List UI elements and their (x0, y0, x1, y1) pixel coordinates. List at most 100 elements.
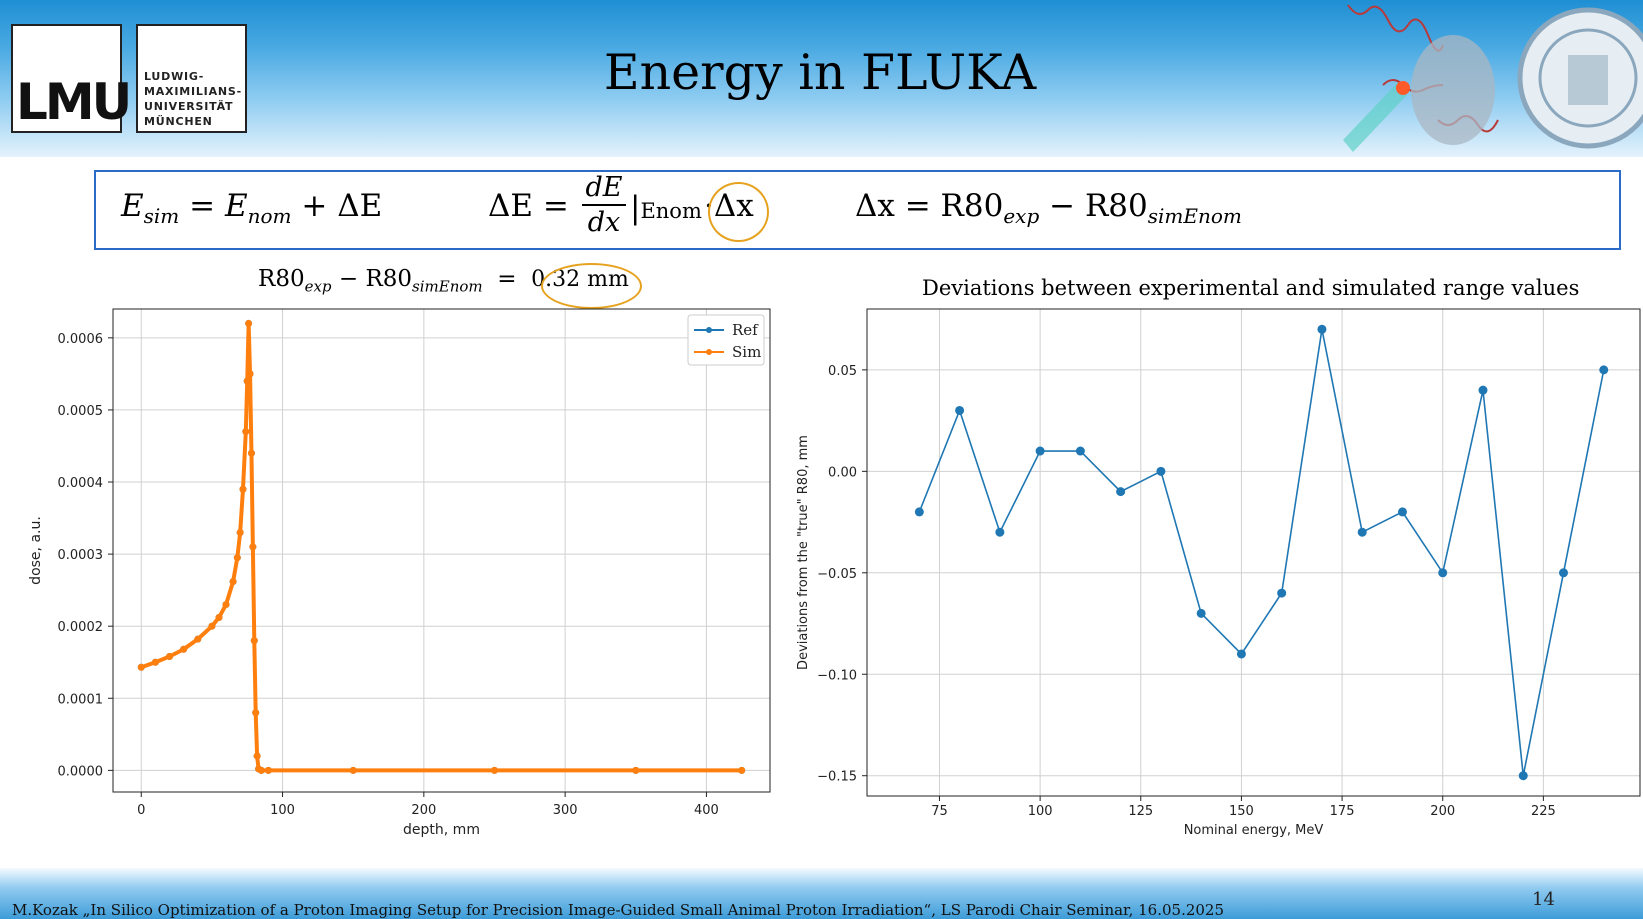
data-point (914, 507, 924, 517)
legend-label: Ref (732, 321, 759, 339)
y-tick-label: 0.00 (828, 465, 857, 480)
data-point (1236, 649, 1246, 659)
data-point (246, 370, 254, 378)
y-tick-label: 0.05 (828, 364, 857, 379)
data-point (1438, 568, 1448, 578)
formula-delta-x-definition: Δx = R80exp − R80simEnom (855, 188, 1242, 229)
plot-frame (866, 308, 1641, 797)
data-point (738, 766, 746, 774)
data-point (1156, 466, 1166, 476)
chart-title: Deviations between experimental and simu… (922, 276, 1580, 300)
wave-line (1347, 4, 1444, 52)
data-point (1478, 385, 1488, 395)
data-point (1277, 588, 1287, 598)
highlight-circle (708, 182, 769, 242)
formula-energy-sim: Esim = Enom + ΔE (121, 188, 383, 229)
data-point (236, 528, 244, 536)
x-tick-label: 200 (411, 803, 436, 818)
head-silhouette-icon (1411, 35, 1495, 145)
x-tick-label: 200 (1430, 804, 1455, 819)
university-name-line: UNIVERSITÄT (144, 100, 234, 113)
lmu-logo-mark: LMU (16, 73, 132, 131)
university-name-line: MAXIMILIANS- (144, 85, 242, 98)
legend-marker (706, 349, 712, 355)
lmu-logo: LMU (11, 24, 132, 133)
data-point (1518, 771, 1528, 781)
data-point (1035, 446, 1045, 456)
data-point (229, 577, 237, 585)
series-line (140, 323, 742, 773)
x-tick-label: 0 (137, 803, 145, 818)
data-point (166, 652, 174, 660)
y-tick-label: 0.0006 (58, 332, 104, 347)
data-point (243, 377, 251, 385)
data-point (239, 485, 247, 493)
y-tick-label: 0.0000 (58, 764, 104, 779)
proton-beam-icon (1343, 82, 1407, 152)
data-point (253, 752, 261, 760)
university-name-line: LUDWIG- (144, 70, 205, 83)
data-point (1599, 365, 1609, 375)
y-tick-label: −0.15 (817, 770, 857, 785)
legend-label: Sim (732, 343, 761, 361)
x-tick-label: 75 (931, 804, 948, 819)
data-point (1559, 568, 1569, 578)
plot-frame (112, 308, 771, 793)
data-point (252, 709, 260, 717)
data-point (1317, 324, 1327, 334)
x-tick-label: 150 (1229, 804, 1254, 819)
x-tick-label: 125 (1128, 804, 1153, 819)
data-point (249, 543, 257, 551)
y-tick-label: 0.0005 (58, 404, 104, 419)
slide-title: Energy in FLUKA (603, 44, 1037, 101)
x-tick-label: 175 (1330, 804, 1355, 819)
formula-evaluated-at: |Enom (630, 190, 702, 226)
series-line (918, 329, 1605, 776)
data-point (242, 428, 250, 436)
slide-footer: M.Kozak „In Silico Optimization of a Pro… (0, 868, 1643, 919)
data-point (632, 766, 640, 774)
x-axis-label: depth, mm (403, 822, 480, 838)
data-point (1116, 487, 1126, 497)
data-point (245, 319, 253, 327)
range-deviation-chart: 75 100 125 150 175 200 225 0.05 0.00 −0.05 −0.10 −0… (796, 308, 1641, 838)
y-tick-label: −0.05 (817, 567, 857, 582)
data-point (215, 614, 223, 622)
highlight-circle (541, 263, 642, 309)
university-name-logo: LUDWIG- MAXIMILIANS- UNIVERSITÄT MÜNCHEN (136, 24, 247, 133)
beam-spot-icon (1396, 81, 1410, 95)
data-point (250, 637, 258, 645)
header-decoration (1343, 4, 1643, 152)
data-point (490, 766, 498, 774)
data-point (247, 449, 255, 457)
footer-citation: M.Kozak „In Silico Optimization of a Pro… (12, 901, 1225, 919)
data-point (233, 554, 241, 562)
data-point (349, 766, 357, 774)
x-tick-label: 100 (270, 803, 295, 818)
data-point (137, 663, 145, 671)
y-axis-label: dose, a.u. (28, 516, 44, 585)
x-tick-label: 300 (553, 803, 578, 818)
data-point (208, 622, 216, 630)
data-point (264, 766, 272, 774)
page-number: 14 (1532, 889, 1555, 910)
depth-dose-chart: 0 100 200 300 400 0.0000 0.0001 0.0002 0.0003 0.0… (28, 308, 771, 838)
data-point (995, 527, 1005, 537)
data-point (1357, 527, 1367, 537)
data-point (955, 405, 965, 415)
formula-box (94, 170, 1621, 250)
data-point (1075, 446, 1085, 456)
y-tick-label: 0.0003 (58, 548, 104, 563)
x-tick-label: 100 (1028, 804, 1053, 819)
y-tick-label: 0.0001 (58, 692, 104, 707)
y-tick-label: 0.0004 (58, 476, 104, 491)
data-point (257, 766, 265, 774)
data-point (1397, 507, 1407, 517)
formula-derivative: dE dx (582, 172, 626, 238)
data-point (180, 645, 188, 653)
data-point (194, 635, 202, 643)
university-name-line: MÜNCHEN (144, 115, 213, 128)
x-tick-label: 225 (1531, 804, 1556, 819)
legend-marker (706, 327, 712, 333)
plot-area (867, 309, 1640, 796)
